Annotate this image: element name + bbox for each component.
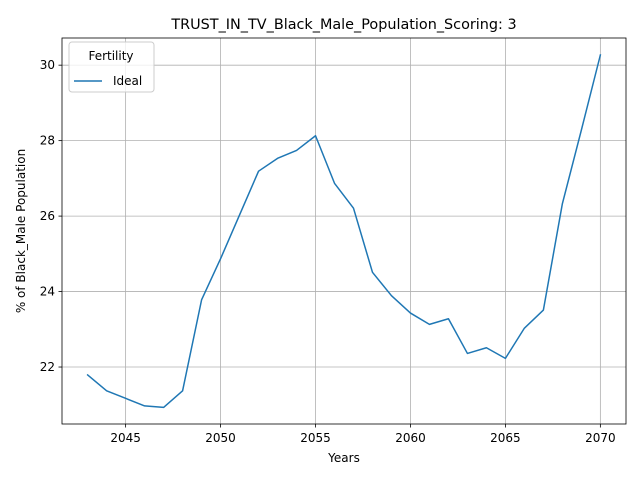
legend-title: Fertility xyxy=(88,49,133,63)
chart-title: TRUST_IN_TV_Black_Male_Population_Scorin… xyxy=(170,17,516,33)
x-tick-label: 2050 xyxy=(205,431,236,445)
y-tick-label: 26 xyxy=(40,209,55,223)
legend-box xyxy=(68,41,155,93)
plot-area-frame xyxy=(61,37,627,425)
axis-ticks: 2045 2050 2055 2060 2065 2070 22 24 26 28 30 xyxy=(40,58,616,445)
x-tick-label: 2070 xyxy=(585,431,616,445)
y-tick-label: 24 xyxy=(40,285,55,299)
x-axis-label: Years xyxy=(327,451,360,465)
x-tick-label: 2045 xyxy=(110,431,141,445)
series-line-ideal xyxy=(86,54,602,409)
grid xyxy=(62,38,626,424)
y-tick-label: 30 xyxy=(40,58,55,72)
series-layer xyxy=(86,54,602,409)
x-tick-label: 2055 xyxy=(300,431,331,445)
legend: Fertility Ideal xyxy=(68,41,155,93)
y-tick-label: 28 xyxy=(40,134,55,148)
y-axis-label: % of Black_Male Population xyxy=(14,149,28,313)
x-tick-label: 2065 xyxy=(490,431,521,445)
legend-label-ideal: Ideal xyxy=(113,74,142,88)
x-tick-label: 2060 xyxy=(395,431,426,445)
y-tick-label: 22 xyxy=(40,360,55,374)
